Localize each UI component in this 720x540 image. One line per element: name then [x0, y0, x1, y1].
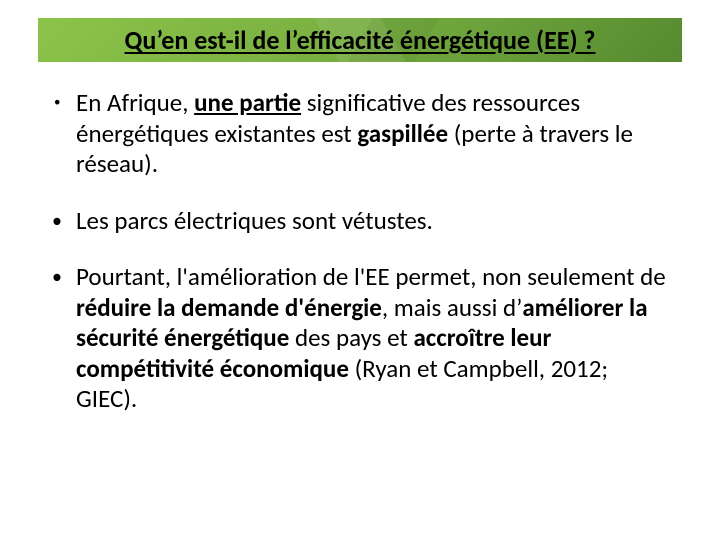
text-run: , mais aussi d’ — [382, 292, 522, 323]
bullet-item: •Les parcs électriques sont vétustes. — [52, 206, 668, 237]
slide-title: Qu’en est-il de l’efficacité énergétique… — [125, 24, 596, 56]
slide: Qu’en est-il de l’efficacité énergétique… — [0, 0, 720, 540]
bullet-marker: • — [52, 262, 76, 292]
text-run: En Afrique, — [76, 87, 194, 118]
bullet-item: • En Afrique, une partie significative d… — [52, 88, 668, 180]
text-run: Pourtant, l'amélioration de l'EE permet,… — [76, 261, 666, 292]
text-run: réduire la demande d'énergie — [76, 292, 382, 323]
bullet-text: En Afrique, une partie significative des… — [76, 88, 668, 180]
bullet-marker: • — [52, 88, 76, 118]
text-run: des pays et — [295, 322, 414, 353]
title-bar: Qu’en est-il de l’efficacité énergétique… — [38, 18, 682, 62]
bullet-text: Les parcs électriques sont vétustes. — [76, 206, 668, 237]
bullet-marker: • — [52, 206, 76, 236]
text-run: une partie — [194, 87, 301, 118]
bullet-text: Pourtant, l'amélioration de l'EE permet,… — [76, 262, 668, 415]
bullet-item: •Pourtant, l'amélioration de l'EE permet… — [52, 262, 668, 415]
slide-body: • En Afrique, une partie significative d… — [38, 88, 682, 415]
text-run: gaspillée — [357, 118, 448, 149]
text-run: Les parcs électriques sont vétustes. — [76, 205, 433, 236]
